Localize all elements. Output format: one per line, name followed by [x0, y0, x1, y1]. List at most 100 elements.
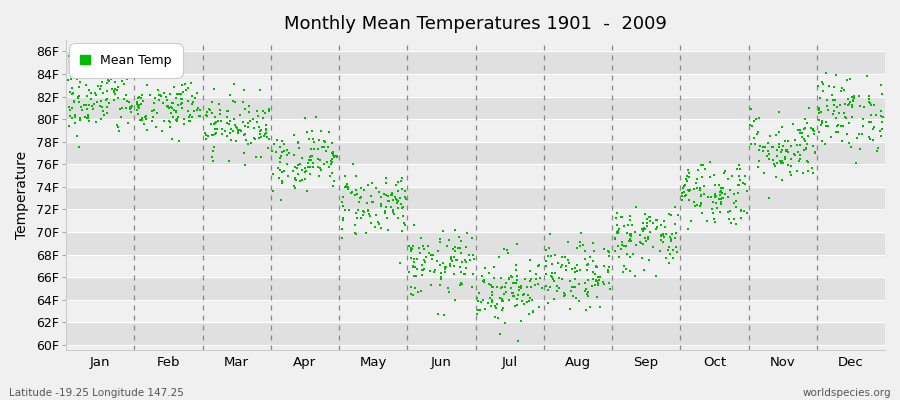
Point	[280, 161, 294, 168]
Point	[142, 92, 157, 98]
Point	[312, 172, 327, 179]
Point	[227, 116, 241, 123]
Point	[500, 289, 514, 295]
Point	[862, 118, 877, 125]
Point	[812, 110, 826, 116]
Point	[250, 113, 265, 120]
Point	[521, 292, 535, 298]
Point	[772, 128, 787, 135]
Point	[184, 112, 198, 118]
Point	[669, 244, 683, 250]
Point	[300, 188, 314, 194]
Point	[312, 137, 327, 144]
Point	[94, 116, 108, 122]
Point	[784, 172, 798, 178]
Point	[110, 122, 124, 128]
Point	[152, 96, 166, 103]
Point	[73, 117, 87, 124]
Point	[509, 262, 524, 268]
Point	[614, 246, 628, 252]
Point	[830, 123, 844, 129]
Point	[662, 211, 676, 218]
Point	[454, 280, 469, 287]
Point	[814, 79, 829, 86]
Point	[294, 177, 309, 183]
Bar	[66, 209, 885, 232]
Point	[395, 204, 410, 211]
Point	[364, 193, 379, 199]
Point	[874, 82, 888, 88]
Point	[819, 119, 833, 126]
Point	[512, 284, 526, 290]
Point	[539, 263, 554, 269]
Point	[393, 178, 408, 184]
Point	[389, 195, 403, 202]
Point	[483, 282, 498, 288]
Point	[515, 298, 529, 304]
Point	[814, 122, 828, 128]
Point	[238, 162, 252, 168]
Point	[317, 144, 331, 150]
Point	[552, 285, 566, 291]
Point	[717, 170, 732, 176]
Point	[677, 189, 691, 196]
Point	[487, 264, 501, 270]
Point	[662, 260, 676, 266]
Point	[793, 142, 807, 148]
Point	[488, 303, 502, 310]
Point	[862, 134, 877, 140]
Point	[381, 227, 395, 234]
Point	[371, 218, 385, 225]
Point	[224, 137, 238, 144]
Point	[291, 171, 305, 177]
Point	[628, 273, 643, 279]
Point	[623, 268, 637, 274]
Point	[610, 222, 625, 228]
Point	[313, 165, 328, 172]
Point	[159, 97, 174, 103]
Point	[541, 300, 555, 306]
Point	[94, 78, 109, 85]
Point	[369, 185, 383, 191]
Point	[169, 117, 184, 123]
Point	[307, 146, 321, 152]
Point	[181, 84, 195, 91]
Point	[340, 184, 355, 191]
Point	[397, 220, 411, 226]
Point	[619, 251, 634, 257]
Point	[725, 172, 740, 179]
Point	[190, 90, 204, 96]
Point	[500, 247, 515, 253]
Point	[87, 101, 102, 108]
Point	[64, 115, 78, 122]
Point	[256, 132, 271, 139]
Point	[252, 87, 266, 93]
Point	[712, 196, 726, 202]
Point	[146, 114, 160, 120]
Point	[206, 148, 220, 154]
Point	[299, 168, 313, 174]
Point	[646, 244, 661, 250]
Point	[268, 149, 283, 155]
Point	[94, 98, 109, 104]
Point	[737, 181, 751, 187]
Point	[205, 158, 220, 165]
Point	[807, 128, 822, 134]
Point	[718, 168, 733, 174]
Point	[715, 195, 729, 201]
Point	[752, 115, 767, 122]
Point	[501, 274, 516, 281]
Point	[338, 173, 353, 180]
Point	[755, 148, 770, 154]
Bar	[66, 254, 885, 277]
Point	[608, 236, 622, 242]
Point	[365, 199, 380, 205]
Point	[644, 218, 658, 224]
Point	[656, 218, 670, 224]
Point	[864, 119, 878, 126]
Point	[240, 141, 255, 147]
Point	[727, 191, 742, 197]
Point	[295, 166, 310, 173]
Point	[615, 242, 629, 248]
Point	[454, 282, 468, 288]
